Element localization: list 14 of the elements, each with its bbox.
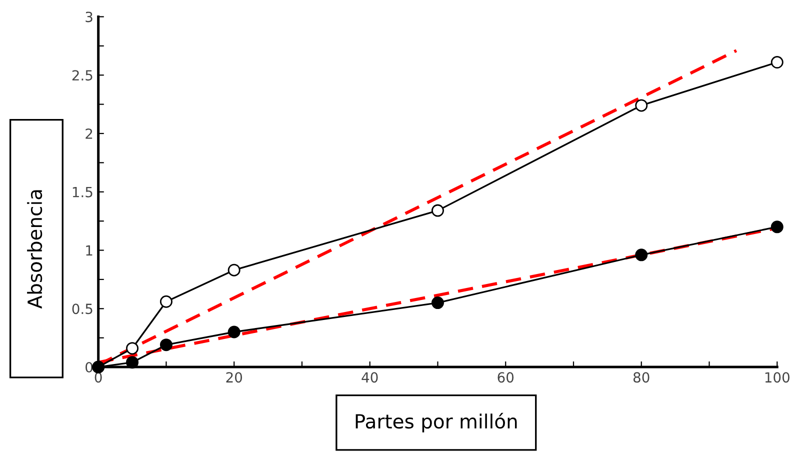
y-tick-label: 2 — [86, 128, 92, 139]
x-tick-label: 40 — [362, 372, 378, 383]
x-tick-label: 100 — [765, 372, 790, 383]
x-axis-title: Partes por millón — [356, 412, 517, 432]
y-tick-label: 3 — [86, 12, 92, 22]
x-tick-label: 80 — [633, 372, 650, 383]
y-tick-label: 0 — [86, 362, 93, 372]
x-tick-label: 20 — [226, 372, 242, 383]
y-tick-label: 2.5 — [72, 70, 92, 81]
y-tick-label: 1.5 — [72, 187, 92, 198]
y-axis-title: Absorbencia — [27, 190, 42, 309]
y-tick-label: 0.5 — [72, 304, 92, 314]
x-tick-label: 60 — [498, 372, 514, 383]
y-tick-label: 1 — [86, 245, 92, 256]
